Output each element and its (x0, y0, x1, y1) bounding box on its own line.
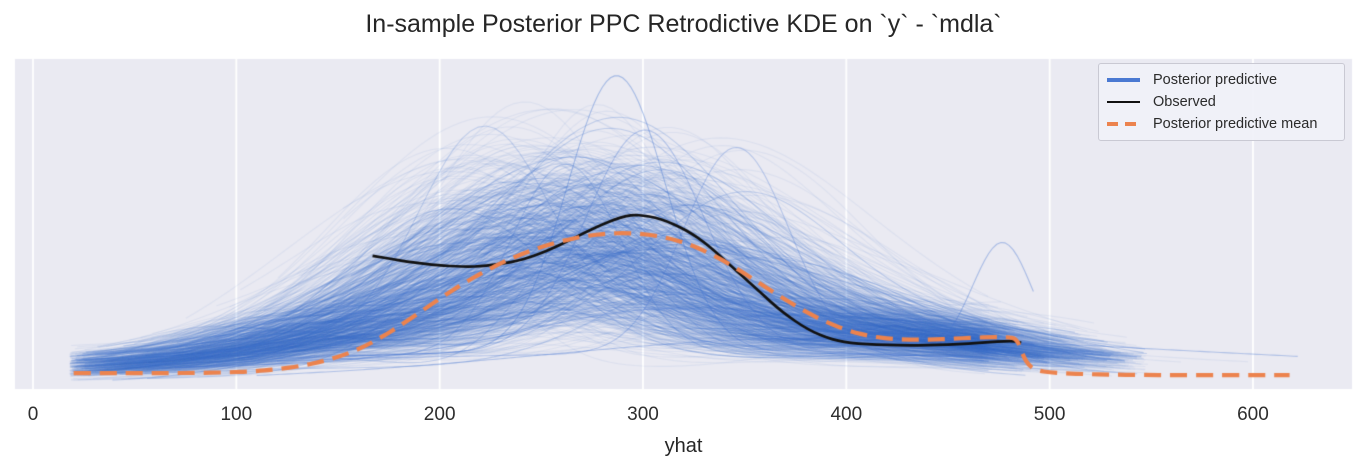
x-tick-label: 200 (423, 404, 456, 425)
legend-line-sample-icon (1107, 78, 1140, 82)
legend-item-observed: Observed (1107, 91, 1336, 113)
x-axis-label: yhat (664, 435, 703, 457)
x-tick-label: 600 (1237, 404, 1269, 425)
legend: Posterior predictive Observed Posterior … (1098, 63, 1345, 141)
x-tick-label: 300 (627, 404, 659, 425)
legend-label: Posterior predictive (1153, 71, 1278, 88)
legend-item-posterior-predictive-mean: Posterior predictive mean (1107, 113, 1336, 135)
legend-line-sample-icon (1107, 121, 1140, 127)
x-tick-label: 100 (220, 404, 253, 425)
x-tick-label: 500 (1033, 404, 1066, 425)
x-tick-label: 400 (830, 404, 863, 425)
x-tick-label: 0 (27, 404, 39, 425)
legend-line-sample-icon (1107, 100, 1140, 104)
legend-label: Posterior predictive mean (1153, 115, 1318, 132)
chart-title: In-sample Posterior PPC Retrodictive KDE… (365, 10, 1002, 38)
legend-item-posterior-predictive: Posterior predictive (1107, 69, 1336, 91)
legend-label: Observed (1153, 93, 1216, 110)
